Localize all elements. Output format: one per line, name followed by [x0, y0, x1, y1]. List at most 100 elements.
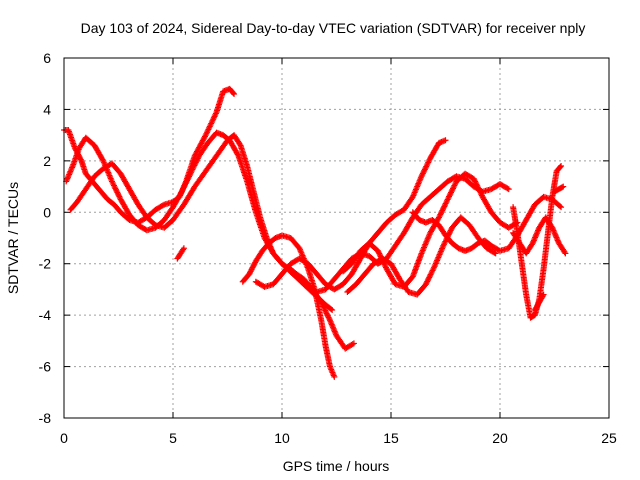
data-point: [192, 159, 199, 166]
data-point: [382, 264, 389, 271]
data-point: [440, 204, 447, 211]
data-point: [444, 196, 451, 203]
y-tick-label: 0: [43, 204, 51, 220]
data-point: [435, 214, 442, 221]
data-point: [449, 186, 456, 193]
data-point: [504, 185, 511, 192]
y-tick-label: -6: [39, 359, 52, 375]
y-tick-label: 2: [43, 153, 51, 169]
data-point: [427, 271, 434, 278]
data-point: [471, 177, 478, 184]
data-point: [477, 189, 484, 196]
data-point: [556, 203, 563, 210]
data-point: [425, 159, 432, 166]
data-point: [110, 182, 117, 189]
data-point: [442, 137, 449, 144]
data-point: [441, 201, 448, 208]
data-point: [474, 182, 481, 189]
data-point: [492, 250, 499, 257]
data-point: [442, 238, 449, 245]
data-point: [558, 163, 565, 169]
data-point: [446, 230, 453, 237]
data-point: [472, 178, 479, 185]
data-point: [558, 204, 565, 211]
data-point: [184, 177, 191, 184]
data-point: [419, 171, 426, 178]
data-point: [230, 89, 237, 96]
data-point: [178, 188, 185, 195]
data-point: [451, 182, 458, 189]
data-point: [476, 186, 483, 193]
data-point: [349, 341, 356, 348]
chart-title: Day 103 of 2024, Sidereal Day-to-day VTE…: [81, 20, 586, 36]
y-tick-label: -8: [39, 410, 52, 426]
data-point: [422, 281, 429, 288]
x-tick-label: 0: [60, 430, 68, 446]
data-point: [559, 184, 566, 191]
data-point: [108, 178, 115, 185]
data-point: [189, 166, 196, 173]
grid-lines: [64, 58, 609, 418]
data-point: [186, 173, 193, 180]
data-point: [160, 202, 167, 209]
data-point: [179, 187, 186, 194]
data-point: [418, 173, 425, 180]
data-point: [324, 313, 331, 320]
data-point: [117, 195, 124, 202]
data-point: [350, 340, 357, 347]
x-tick-label: 10: [274, 430, 290, 446]
data-point: [428, 268, 435, 275]
data-point: [188, 169, 195, 176]
plot-frame: [63, 57, 610, 419]
data-point: [376, 252, 383, 259]
x-tick-label: 5: [169, 430, 177, 446]
data-point: [109, 179, 116, 186]
data-point: [562, 250, 569, 257]
data-point: [426, 274, 433, 281]
data-point: [326, 315, 333, 322]
data-point: [188, 167, 195, 174]
x-tick-label: 15: [383, 430, 399, 446]
data-point: [324, 311, 331, 318]
data-point: [447, 227, 454, 234]
data-point: [436, 213, 443, 220]
data-point: [194, 156, 201, 163]
y-tick-label: 6: [43, 50, 51, 66]
data-point: [474, 184, 481, 191]
data-point: [425, 158, 432, 165]
data-point: [375, 249, 382, 256]
data-point: [99, 156, 106, 163]
y-tick-label: -4: [39, 307, 52, 323]
data-point: [446, 192, 453, 199]
data-point: [180, 184, 187, 191]
data-point: [182, 181, 189, 188]
data-point: [331, 373, 338, 380]
data-point: [444, 197, 451, 204]
data-point: [116, 193, 123, 200]
data-point: [440, 241, 447, 248]
data-point: [450, 185, 457, 192]
data-point: [505, 186, 512, 193]
data-point: [376, 250, 383, 257]
data-point: [470, 175, 477, 182]
data-point: [448, 188, 455, 195]
data-point: [426, 156, 433, 163]
y-tick-label: -2: [39, 256, 52, 272]
data-point: [476, 188, 483, 195]
data-point: [475, 185, 482, 192]
data-point: [540, 291, 547, 298]
data-point: [112, 186, 119, 193]
data-point: [448, 189, 455, 196]
data-point: [191, 162, 198, 169]
data-point: [236, 141, 243, 148]
data-point: [111, 183, 118, 190]
data-point: [186, 172, 193, 179]
data-point: [472, 180, 479, 187]
data-point: [447, 190, 454, 197]
data-point: [557, 164, 564, 171]
data-point: [231, 91, 238, 97]
data-point: [180, 185, 187, 192]
data-point: [422, 164, 429, 171]
data-point: [190, 163, 197, 170]
data-point: [181, 183, 188, 190]
